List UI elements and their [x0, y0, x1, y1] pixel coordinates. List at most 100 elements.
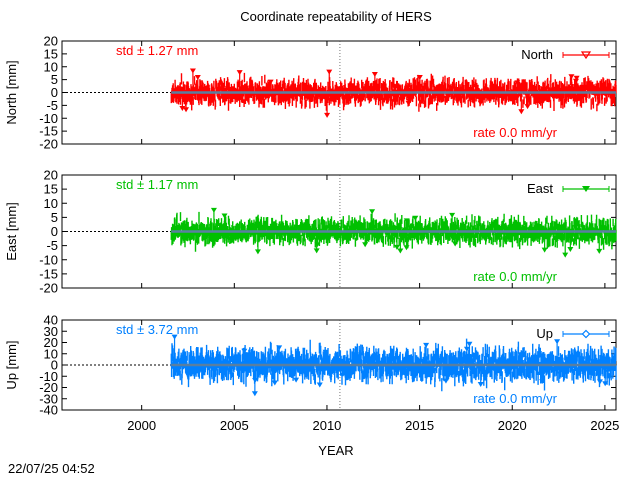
- outlier-marker: [267, 79, 274, 85]
- outlier-marker: [362, 242, 369, 248]
- legend-marker: [582, 186, 590, 192]
- outlier-marker: [194, 74, 201, 80]
- outlier-marker: [179, 105, 186, 111]
- legend-label: East: [527, 181, 553, 196]
- y-tick-label: 20: [44, 168, 58, 183]
- outlier-marker: [477, 381, 484, 387]
- y-tick-label: 10: [44, 346, 58, 361]
- y-tick-label: 0: [51, 85, 58, 100]
- y-tick-label: -20: [39, 137, 58, 152]
- legend-label: North: [521, 47, 553, 62]
- y-tick-label: -5: [46, 238, 58, 253]
- outlier-marker: [405, 100, 412, 106]
- outlier-marker: [397, 248, 404, 254]
- outlier-marker: [241, 348, 248, 354]
- y-axis-label: Up [mm]: [4, 340, 19, 389]
- y-tick-label: 10: [44, 196, 58, 211]
- outlier-marker: [477, 100, 484, 106]
- outlier-marker: [183, 107, 190, 113]
- y-tick-label: -10: [39, 369, 58, 384]
- outlier-marker: [452, 241, 459, 247]
- outlier-marker: [416, 74, 423, 80]
- data-points: [170, 207, 617, 258]
- y-tick-label: -10: [39, 252, 58, 267]
- data-points: [170, 334, 617, 397]
- outlier-marker: [316, 382, 323, 388]
- outlier-marker: [562, 252, 569, 258]
- outlier-marker: [403, 218, 410, 224]
- outlier-marker: [602, 381, 609, 387]
- y-tick-label: 5: [51, 210, 58, 225]
- outlier-marker: [313, 248, 320, 254]
- outlier-marker: [171, 334, 178, 340]
- outlier-marker: [466, 341, 473, 347]
- outlier-marker: [573, 75, 580, 81]
- x-tick-label: 2025: [590, 418, 619, 433]
- outlier-marker: [518, 109, 525, 115]
- outlier-marker: [524, 104, 531, 110]
- outlier-marker: [210, 207, 217, 213]
- outlier-marker: [567, 247, 574, 253]
- outlier-marker: [596, 379, 603, 385]
- x-tick-label: 2015: [405, 418, 434, 433]
- y-tick-label: 10: [44, 59, 58, 74]
- y-tick-label: -30: [39, 391, 58, 406]
- outlier-marker: [276, 345, 283, 351]
- outlier-marker: [596, 248, 603, 254]
- outlier-marker: [314, 242, 321, 248]
- y-tick-label: -40: [39, 403, 58, 418]
- x-tick-label: 2010: [312, 418, 341, 433]
- timestamp: 22/07/25 04:52: [8, 461, 95, 476]
- legend: Up: [536, 326, 610, 341]
- x-tick-label: 2020: [498, 418, 527, 433]
- outlier-marker: [463, 346, 470, 352]
- outlier-marker: [568, 74, 575, 80]
- error-bars: [170, 211, 617, 252]
- legend-label: Up: [536, 326, 553, 341]
- std-label: std ± 1.27 mm: [116, 43, 198, 58]
- legend: North: [521, 47, 610, 62]
- outlier-marker: [189, 68, 196, 74]
- outlier-marker: [403, 245, 410, 251]
- outlier-marker: [251, 391, 258, 397]
- outlier-marker: [393, 244, 400, 250]
- x-tick-label: 2000: [127, 418, 156, 433]
- y-tick-label: 40: [44, 313, 58, 328]
- outlier-marker: [572, 78, 579, 84]
- y-tick-label: 20: [44, 34, 58, 49]
- y-tick-label: 0: [51, 358, 58, 373]
- outlier-marker: [412, 215, 419, 221]
- outlier-marker: [236, 70, 243, 76]
- outlier-marker: [326, 69, 333, 75]
- outlier-marker: [293, 377, 300, 383]
- y-tick-label: 5: [51, 72, 58, 87]
- rate-label: rate 0.0 mm/yr: [473, 125, 557, 140]
- outlier-marker: [324, 112, 331, 118]
- std-label: std ± 3.72 mm: [116, 322, 198, 337]
- y-tick-label: 0: [51, 224, 58, 239]
- rate-label: rate 0.0 mm/yr: [473, 269, 557, 284]
- rate-label: rate 0.0 mm/yr: [473, 391, 557, 406]
- y-tick-label: -5: [46, 98, 58, 113]
- outlier-marker: [541, 247, 548, 253]
- y-axis-label: North [mm]: [4, 60, 19, 124]
- y-axis-label: East [mm]: [4, 202, 19, 261]
- y-tick-label: 15: [44, 182, 58, 197]
- outlier-marker: [554, 339, 561, 345]
- y-tick-label: -10: [39, 111, 58, 126]
- legend: East: [527, 181, 610, 196]
- y-tick-label: -20: [39, 380, 58, 395]
- outlier-marker: [369, 209, 376, 215]
- x-axis-label: YEAR: [318, 443, 353, 458]
- y-tick-label: -15: [39, 124, 58, 139]
- outlier-marker: [254, 249, 261, 255]
- x-tick-label: 2005: [220, 418, 249, 433]
- outlier-marker: [371, 71, 378, 77]
- y-tick-label: 30: [44, 324, 58, 339]
- y-tick-label: 20: [44, 335, 58, 350]
- outlier-marker: [271, 380, 278, 386]
